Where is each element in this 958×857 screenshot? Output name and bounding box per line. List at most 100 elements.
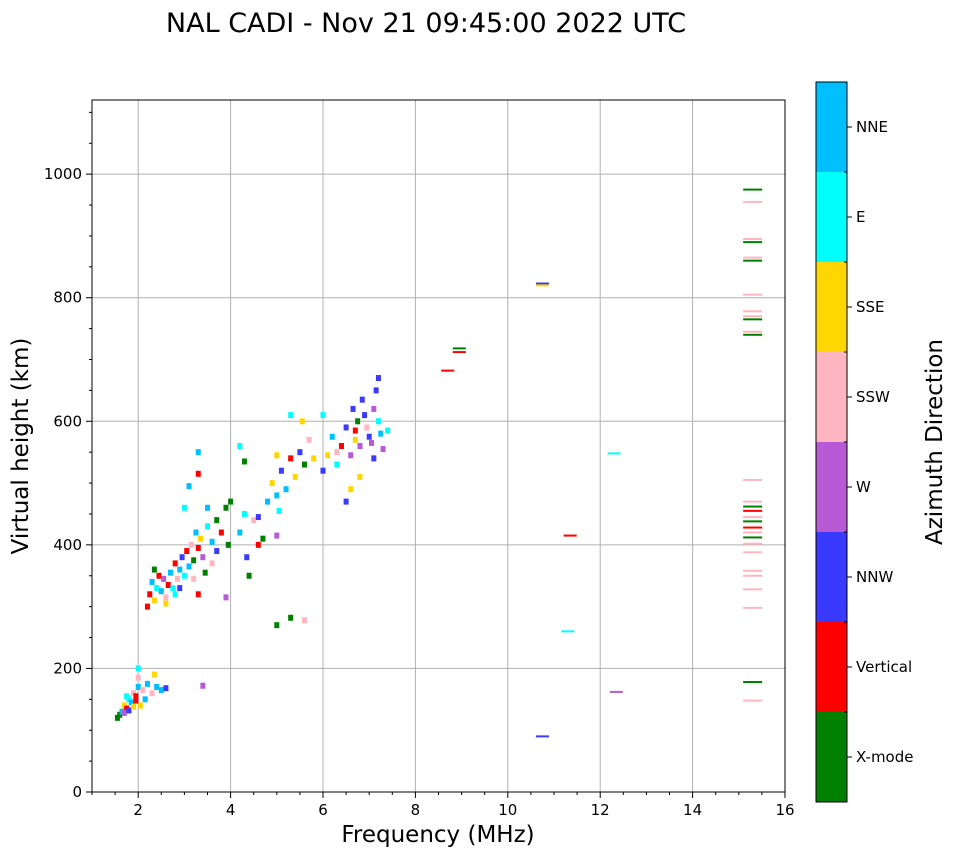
echo-point: [218, 529, 224, 536]
echo-point: [172, 591, 178, 598]
echo-point: [743, 315, 763, 318]
x-tick-label: 6: [318, 801, 328, 819]
echo-point: [743, 238, 763, 241]
x-tick-label: 4: [226, 801, 236, 819]
echo-point: [172, 560, 178, 567]
echo-point: [302, 461, 308, 468]
x-tick-label: 12: [591, 801, 610, 819]
echo-point: [743, 574, 763, 577]
echo-point: [191, 575, 197, 582]
echo-point: [535, 735, 549, 738]
echo-point: [743, 516, 763, 519]
echo-point: [147, 591, 153, 598]
echo-point: [288, 455, 294, 462]
echo-point: [188, 541, 194, 548]
echo-point: [329, 433, 335, 440]
echo-point: [237, 529, 243, 536]
x-tick-label: 14: [683, 801, 702, 819]
echo-point: [209, 560, 215, 567]
x-tick-label: 10: [498, 801, 517, 819]
echo-point: [288, 412, 294, 419]
echo-point: [297, 449, 303, 456]
x-tick-label: 8: [411, 801, 421, 819]
echo-point: [246, 572, 252, 579]
echo-point: [117, 711, 123, 718]
echo-point: [181, 504, 187, 511]
colorbar-segment: [816, 712, 847, 802]
echo-point: [228, 498, 234, 505]
echo-point: [237, 443, 243, 449]
echo-point: [743, 330, 763, 333]
echo-point: [149, 578, 155, 585]
echo-point: [144, 603, 150, 610]
echo-point: [350, 405, 356, 412]
echo-point: [609, 690, 623, 693]
echo-point: [743, 509, 763, 512]
echo-point: [260, 535, 266, 542]
echo-point: [743, 318, 763, 321]
echo-point: [743, 256, 763, 259]
colorbar: X-mode Vertical NNW W SSW SSE E NNE: [815, 81, 913, 803]
echo-point: [299, 418, 305, 425]
echo-point: [165, 582, 171, 589]
echo-point: [743, 241, 763, 244]
echo-point: [369, 439, 375, 446]
echo-point: [743, 551, 763, 554]
echo-point: [135, 683, 141, 690]
colorbar-segment: [816, 172, 847, 262]
echo-point: [131, 690, 137, 697]
echo-point: [743, 478, 763, 481]
echo-point: [158, 588, 164, 595]
echo-point: [743, 681, 763, 684]
echo-point: [138, 702, 144, 709]
colorbar-segment: [816, 352, 847, 442]
echo-point: [140, 687, 146, 694]
echo-point: [205, 523, 210, 530]
echo-point: [371, 405, 377, 412]
echo-point: [343, 424, 349, 431]
echo-point: [380, 446, 386, 453]
echo-point: [535, 284, 549, 287]
echo-point: [135, 665, 141, 672]
echo-point: [302, 617, 308, 624]
echo-point: [359, 396, 365, 403]
echo-point: [163, 685, 169, 692]
colorbar-label: Azimuth Direction: [922, 339, 948, 545]
echo-point: [195, 544, 201, 551]
echo-point: [244, 554, 250, 561]
echo-point: [743, 569, 763, 572]
plot-frame: [91, 99, 786, 793]
echo-point: [352, 427, 358, 434]
echo-point: [168, 569, 174, 576]
echo-point: [352, 436, 358, 443]
y-axis-ticks: 0 200 400 600 800 1000: [44, 111, 92, 801]
echo-point: [151, 597, 157, 604]
echo-point: [195, 591, 201, 598]
echo-point: [265, 498, 271, 505]
echo-point: [124, 693, 130, 700]
colorbar-tick-label: W: [856, 478, 871, 496]
echo-point: [269, 480, 275, 487]
echo-point: [452, 347, 466, 350]
echo-point: [274, 532, 280, 539]
echo-point: [121, 702, 127, 709]
y-tick-label: 1000: [44, 165, 82, 183]
echo-point: [128, 699, 134, 706]
echo-point: [170, 585, 176, 592]
echo-point: [274, 452, 280, 459]
echo-point: [161, 575, 167, 582]
echo-point: [174, 575, 180, 582]
echo-point: [126, 696, 132, 703]
echo-point: [151, 671, 157, 678]
colorbar-segment: [816, 262, 847, 352]
echo-point: [195, 470, 201, 477]
colorbar-tick-label: SSW: [856, 388, 890, 406]
echo-point: [126, 707, 132, 714]
echo-point: [278, 467, 284, 474]
echo-point: [177, 585, 183, 592]
echo-point: [535, 282, 549, 285]
data-points: [114, 188, 763, 738]
echo-point: [743, 188, 763, 191]
echo-point: [371, 455, 377, 462]
